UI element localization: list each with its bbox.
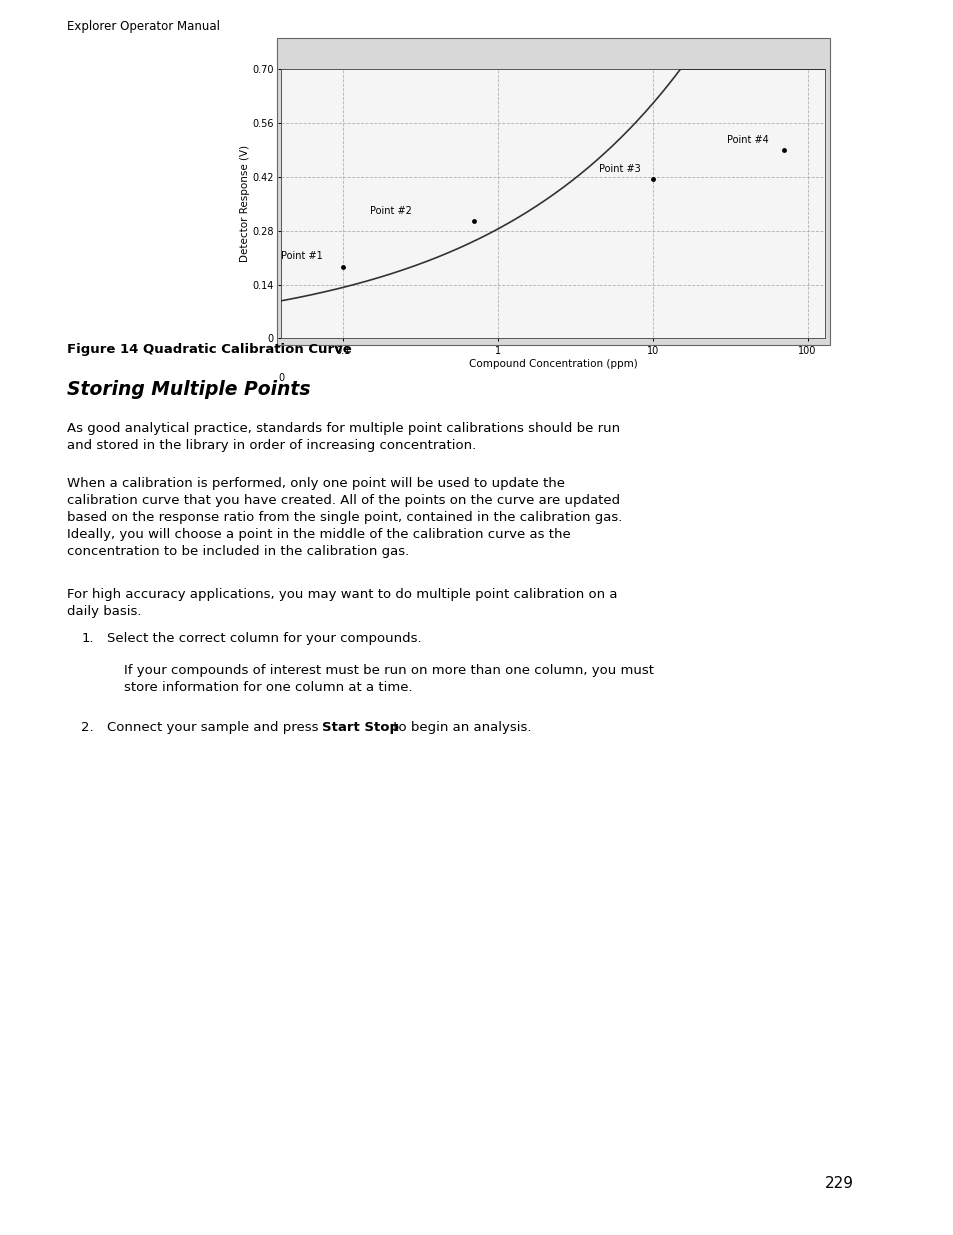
Text: Explorer Operator Manual: Explorer Operator Manual: [67, 20, 219, 33]
Text: Start Stop: Start Stop: [322, 721, 399, 735]
Text: Point #4: Point #4: [726, 135, 767, 144]
Text: Point #3: Point #3: [598, 164, 640, 174]
Text: If your compounds of interest must be run on more than one column, you must
stor: If your compounds of interest must be ru…: [124, 664, 654, 694]
Text: to begin an analysis.: to begin an analysis.: [389, 721, 531, 735]
Text: 0: 0: [278, 373, 284, 383]
Y-axis label: Detector Response (V): Detector Response (V): [239, 146, 250, 262]
Text: Point #2: Point #2: [370, 206, 412, 216]
Text: Point #1: Point #1: [281, 252, 323, 262]
Text: Figure 14 Quadratic Calibration Curve: Figure 14 Quadratic Calibration Curve: [67, 343, 351, 357]
Text: Storing Multiple Points: Storing Multiple Points: [67, 380, 310, 399]
Text: Select the correct column for your compounds.: Select the correct column for your compo…: [107, 632, 421, 646]
Text: When a calibration is performed, only one point will be used to update the
calib: When a calibration is performed, only on…: [67, 477, 621, 558]
X-axis label: Compound Concentration (ppm): Compound Concentration (ppm): [469, 359, 637, 369]
Text: For high accuracy applications, you may want to do multiple point calibration on: For high accuracy applications, you may …: [67, 588, 617, 618]
Text: Connect your sample and press: Connect your sample and press: [107, 721, 322, 735]
Text: As good analytical practice, standards for multiple point calibrations should be: As good analytical practice, standards f…: [67, 422, 619, 452]
Text: 229: 229: [824, 1176, 853, 1191]
Text: 2.: 2.: [81, 721, 93, 735]
Text: 1.: 1.: [81, 632, 93, 646]
